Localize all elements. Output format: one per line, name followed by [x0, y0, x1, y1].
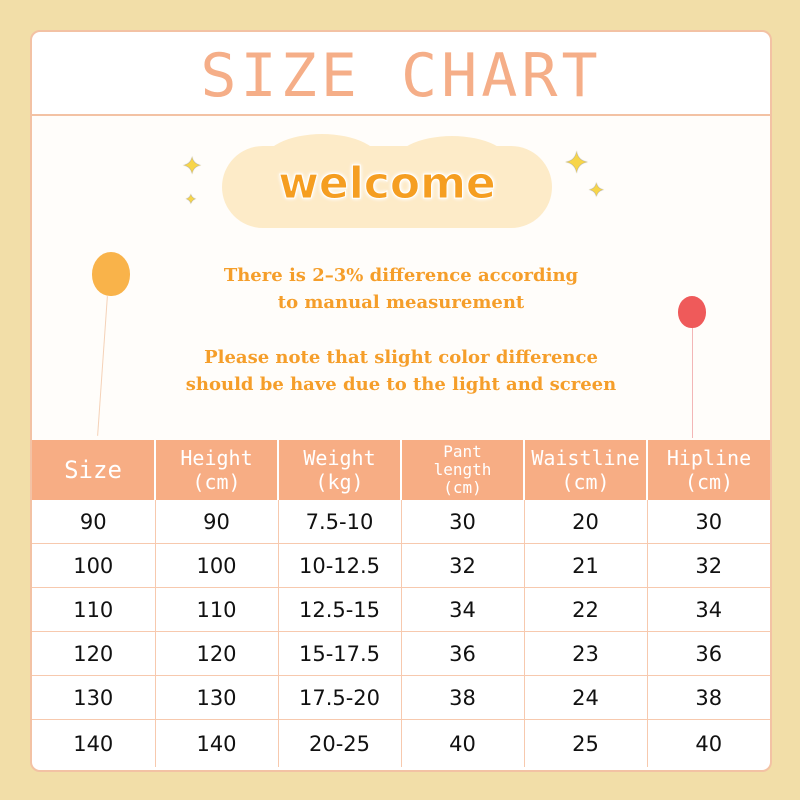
table-cell: 21 — [524, 543, 648, 588]
table-cell: 90 — [155, 500, 279, 544]
table-cell: 110 — [32, 587, 156, 632]
column-header: Hipline (cm) — [647, 440, 770, 500]
table-cell: 30 — [647, 500, 770, 544]
column-header: Waistline (cm) — [524, 440, 648, 500]
table-row: 130 130 17.5-20 38 24 38 — [32, 675, 770, 720]
column-header: Size — [32, 440, 156, 500]
table-row: 110 110 12.5-15 34 22 34 — [32, 587, 770, 632]
table-cell: 22 — [524, 587, 648, 632]
table-cell: 140 — [32, 719, 156, 767]
note-line: to manual measurement — [277, 292, 525, 313]
table-cell: 40 — [695, 731, 723, 756]
column-header: Weight (kg) — [278, 440, 402, 500]
table-cell: 130 — [32, 675, 156, 720]
note-line: should be have due to the light and scre… — [185, 374, 617, 395]
sparkle-icon: ✦ — [588, 178, 605, 202]
table-cell: 38 — [401, 675, 525, 720]
balloon-string — [692, 328, 693, 438]
table-cell: 40 — [401, 719, 525, 767]
header-line: Pant — [443, 442, 482, 461]
sparkle-icon: ✦ — [182, 152, 203, 180]
table-cell: 34 — [647, 587, 770, 632]
welcome-heading: welcome — [278, 158, 497, 210]
table-cell: 38 — [647, 675, 770, 720]
color-note: Please note that slight color difference… — [32, 344, 770, 398]
table-cell: 24 — [524, 675, 648, 720]
table-cell: 36 — [647, 631, 770, 676]
header-line: (cm) — [443, 478, 482, 497]
table-cell: 32 — [401, 543, 525, 588]
table-cell: 100 — [32, 543, 156, 588]
table-cell: 30 — [401, 500, 525, 544]
column-header: Pant length (cm) — [401, 440, 525, 500]
orange-balloon-icon — [92, 252, 130, 296]
header-line: Height — [180, 446, 253, 470]
table-cell: 10-12.5 — [278, 543, 402, 588]
header-line: Waistline — [531, 446, 640, 470]
sparkle-icon: ✦ — [564, 146, 590, 181]
table-cell: 110 — [155, 587, 279, 632]
table-cell: 20 — [524, 500, 648, 544]
table-cell: 34 — [401, 587, 525, 632]
table-cell: 12.5-15 — [278, 587, 402, 632]
table-cell: 120 — [155, 631, 279, 676]
header-line: Size — [64, 456, 122, 484]
table-cell: 120 — [32, 631, 156, 676]
size-chart-card: SIZE CHART welcome ✦ ✦ ✦ ✦ There is 2–3%… — [30, 30, 772, 772]
note-line: There is 2–3% difference according — [223, 265, 579, 286]
table-cell: 100 — [155, 543, 279, 588]
table-cell: 17.5-20 — [278, 675, 402, 720]
red-balloon-icon — [678, 296, 706, 328]
header-line: (cm) — [684, 470, 734, 494]
table-row: 90 90 7.5-10 30 20 30 — [32, 500, 770, 544]
header-line: length — [433, 460, 492, 479]
table-cell: 140 — [155, 719, 279, 767]
table-row: 140 140 20-25 40 25 40 — [32, 719, 770, 767]
table-cell: 15-17.5 — [278, 631, 402, 676]
cloud-shape — [222, 134, 552, 228]
header-line: (cm) — [561, 470, 610, 494]
table-cell: 32 — [647, 543, 770, 588]
header-line: Weight — [303, 446, 376, 470]
table-cell: 7.5-10 — [278, 500, 402, 544]
table-cell: 25 — [524, 719, 648, 767]
table-row: 120 120 15-17.5 36 23 36 — [32, 631, 770, 676]
header-line: (kg) — [315, 470, 364, 494]
size-table: Size Height (cm) Weight (kg) Pant length (cm) Wa… — [32, 440, 770, 767]
info-section: welcome ✦ ✦ ✦ ✦ There is 2–3% difference… — [32, 116, 770, 440]
table-cell: 130 — [155, 675, 279, 720]
header-line: Hipline — [666, 446, 752, 470]
column-header: Height (cm) — [155, 440, 279, 500]
measurement-note: There is 2–3% difference according to ma… — [32, 262, 770, 316]
header-line: (cm) — [192, 470, 241, 494]
table-cell: 36 — [401, 631, 525, 676]
table-cell: 23 — [524, 631, 648, 676]
sparkle-icon: ✦ — [185, 192, 197, 208]
table-row: 100 100 10-12.5 32 21 32 — [32, 543, 770, 588]
table-cell: 90 — [32, 500, 156, 544]
note-line: Please note that slight color difference — [204, 347, 598, 368]
page-title: SIZE CHART — [32, 32, 770, 116]
table-cell: 20-25 — [278, 719, 402, 767]
